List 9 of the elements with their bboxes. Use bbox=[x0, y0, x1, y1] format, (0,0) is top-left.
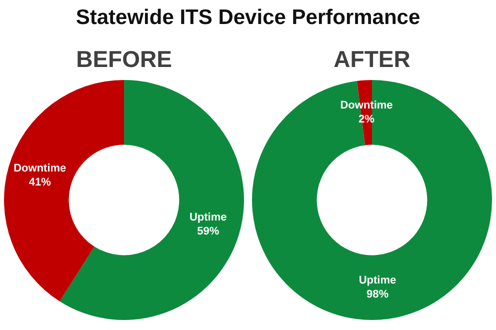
slice-label: Uptime bbox=[358, 274, 396, 286]
chart-title: Statewide ITS Device Performance bbox=[74, 6, 422, 30]
data-label: 59% bbox=[197, 225, 220, 238]
data-label: 41% bbox=[28, 176, 52, 189]
slice-label: Uptime bbox=[189, 211, 227, 224]
slice-label: Downtime bbox=[14, 162, 66, 175]
data-label: 98% bbox=[366, 288, 389, 300]
chart-subtitle: BEFORE bbox=[75, 46, 173, 73]
chart-subtitle: AFTER bbox=[332, 46, 412, 73]
